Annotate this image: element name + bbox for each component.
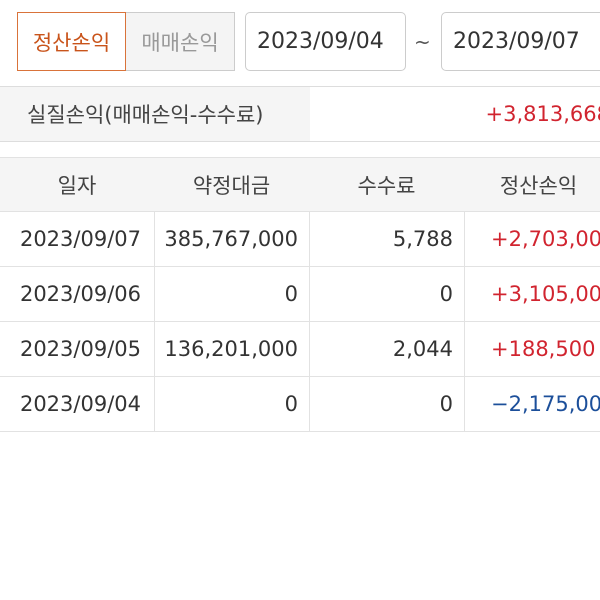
column-header: 일자: [0, 157, 155, 212]
summary-label: 실질손익(매매손익-수수료): [0, 87, 310, 141]
date-cell: 2023/09/06: [0, 267, 155, 322]
amount-cell: 0: [309, 377, 465, 432]
column-header: 수수료: [309, 157, 465, 212]
column-header: 정산손익: [464, 157, 600, 212]
start-date[interactable]: 2023/09/04: [245, 12, 406, 71]
tab-settlement[interactable]: 정산손익: [17, 12, 126, 71]
summary-value: +3,813,668: [485, 102, 600, 126]
pnl-cell: +2,703,000: [464, 212, 600, 267]
amount-cell: 0: [309, 267, 465, 322]
amount-cell: 385,767,000: [154, 212, 310, 267]
pnl-cell: −2,175,000: [464, 377, 600, 432]
amount-cell: 0: [154, 267, 310, 322]
amount-cell: 0: [154, 377, 310, 432]
end-date[interactable]: 2023/09/07: [441, 12, 600, 71]
date-cell: 2023/09/05: [0, 322, 155, 377]
pnl-cell: +188,500: [464, 322, 600, 377]
date-separator: ~: [414, 29, 431, 54]
tab-trading[interactable]: 매매손익: [125, 12, 235, 71]
date-cell: 2023/09/07: [0, 212, 155, 267]
amount-cell: 2,044: [309, 322, 465, 377]
amount-cell: 5,788: [309, 212, 465, 267]
amount-cell: 136,201,000: [154, 322, 310, 377]
pnl-cell: +3,105,000: [464, 267, 600, 322]
date-cell: 2023/09/04: [0, 377, 155, 432]
column-header: 약정대금: [154, 157, 310, 212]
summary-row: [0, 86, 600, 142]
